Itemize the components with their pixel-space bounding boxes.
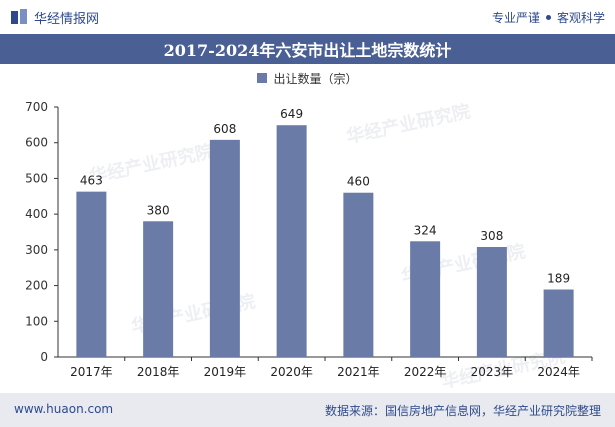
legend: 出让数量（宗） bbox=[0, 68, 615, 88]
data-source: 数据来源：国信房地产信息网，华经产业研究院整理 bbox=[324, 404, 601, 418]
y-tick-label: 400 bbox=[25, 207, 48, 221]
data-label: 649 bbox=[280, 107, 303, 121]
top-bar: 华经情报网 专业严谨 客观科学 bbox=[0, 0, 615, 34]
brand-name: 华经情报网 bbox=[34, 11, 100, 27]
y-tick-label: 600 bbox=[25, 136, 48, 150]
slogan: 专业严谨 客观科学 bbox=[492, 8, 605, 26]
x-tick-label: 2019年 bbox=[204, 365, 247, 379]
bar bbox=[76, 191, 107, 357]
x-tick-label: 2018年 bbox=[137, 365, 180, 379]
data-label: 189 bbox=[547, 272, 570, 286]
legend-swatch bbox=[257, 73, 268, 83]
x-tick-label: 2021年 bbox=[337, 365, 380, 379]
brand-logo-icon bbox=[10, 8, 28, 26]
bar bbox=[543, 289, 574, 357]
footer-url[interactable]: www.huaon.com bbox=[14, 402, 114, 416]
chart-title: 2017-2024年六安市出让土地宗数统计 bbox=[0, 34, 615, 64]
bar bbox=[143, 221, 174, 357]
data-label: 324 bbox=[414, 223, 437, 237]
dot-separator-icon bbox=[545, 14, 551, 20]
x-tick-label: 2024年 bbox=[537, 365, 580, 379]
data-label: 380 bbox=[147, 203, 170, 217]
y-tick-label: 300 bbox=[25, 243, 48, 257]
y-tick-label: 200 bbox=[25, 279, 48, 293]
bar bbox=[343, 192, 374, 357]
y-tick-label: 700 bbox=[25, 100, 48, 114]
x-tick-label: 2017年 bbox=[70, 365, 113, 379]
x-tick-label: 2023年 bbox=[471, 365, 514, 379]
brand[interactable]: 华经情报网 bbox=[10, 8, 100, 27]
y-tick-label: 100 bbox=[25, 314, 48, 328]
y-tick-label: 0 bbox=[40, 350, 48, 364]
data-label: 308 bbox=[480, 229, 503, 243]
bar bbox=[209, 139, 240, 357]
slogan-right: 客观科学 bbox=[556, 10, 605, 25]
legend-label: 出让数量（宗） bbox=[273, 71, 358, 86]
bar-chart: 0 100 200 300 400 500 600 700 463 2017年 380 2018年 60… bbox=[25, 100, 593, 379]
x-tick-label: 2020年 bbox=[270, 365, 313, 379]
x-tick-label: 2022年 bbox=[404, 365, 447, 379]
data-label: 460 bbox=[347, 175, 370, 189]
data-label: 608 bbox=[213, 122, 236, 136]
bar bbox=[276, 125, 307, 357]
data-label: 463 bbox=[80, 174, 103, 188]
bar bbox=[410, 241, 441, 357]
slogan-left: 专业严谨 bbox=[491, 10, 540, 25]
bar bbox=[476, 247, 507, 357]
footer: www.huaon.com 数据来源：国信房地产信息网，华经产业研究院整理 bbox=[0, 393, 615, 427]
y-tick-label: 500 bbox=[25, 171, 48, 185]
